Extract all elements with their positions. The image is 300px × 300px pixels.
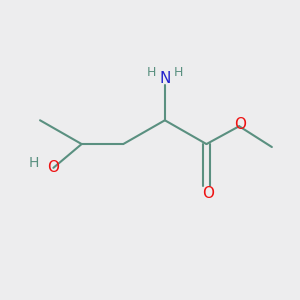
Text: O: O [202, 186, 214, 201]
Text: H: H [29, 156, 39, 170]
Text: H: H [173, 66, 183, 79]
Text: O: O [47, 160, 59, 175]
Text: N: N [159, 71, 170, 86]
Text: O: O [234, 117, 246, 132]
Text: H: H [147, 66, 157, 79]
